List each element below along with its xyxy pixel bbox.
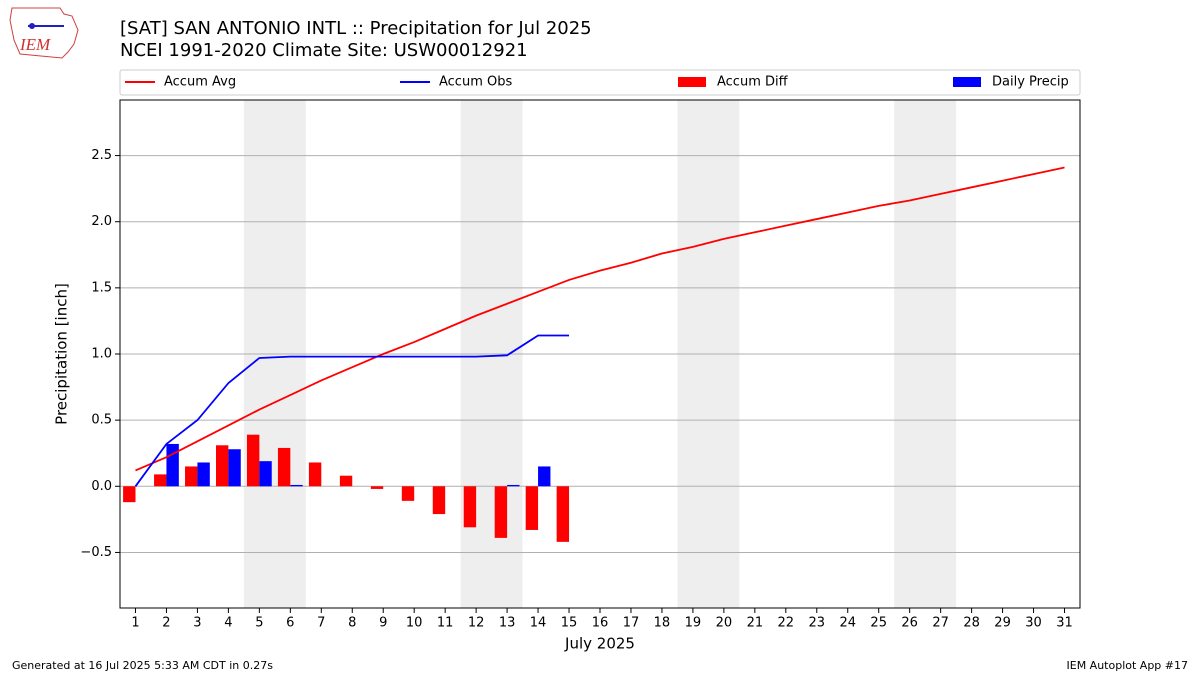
x-tick-label: 31 xyxy=(1056,616,1073,631)
legend-label: Accum Avg xyxy=(164,75,236,90)
logo-text: IEM xyxy=(19,35,51,54)
y-tick-label: 0.5 xyxy=(91,413,112,428)
bar xyxy=(197,462,210,487)
x-tick-label: 25 xyxy=(870,616,887,631)
y-tick-label: 1.5 xyxy=(91,280,112,295)
legend-swatch xyxy=(953,77,981,87)
y-tick-label: −0.5 xyxy=(80,545,112,560)
bar xyxy=(277,447,291,487)
bar xyxy=(123,486,136,503)
bar xyxy=(290,484,303,487)
x-tick-label: 29 xyxy=(994,616,1011,631)
x-tick-label: 19 xyxy=(685,616,702,631)
x-tick-label: 14 xyxy=(530,616,547,631)
bar xyxy=(339,475,353,487)
logo: IEM xyxy=(9,7,79,59)
x-tick-label: 6 xyxy=(286,616,294,631)
y-tick-label: 0.0 xyxy=(91,479,112,494)
x-tick-label: 2 xyxy=(162,616,170,631)
logo-dot xyxy=(29,23,35,29)
bar xyxy=(216,445,229,487)
x-tick-label: 30 xyxy=(1025,616,1042,631)
x-tick-label: 3 xyxy=(193,616,201,631)
x-tick-label: 16 xyxy=(592,616,609,631)
legend xyxy=(119,69,1081,96)
plot-frame xyxy=(119,99,1081,609)
x-tick-label: 13 xyxy=(499,616,516,631)
bar xyxy=(259,461,272,487)
x-tick-label: 21 xyxy=(747,616,764,631)
legend-label: Accum Obs xyxy=(439,75,512,90)
bar xyxy=(463,486,477,528)
x-tick-label: 24 xyxy=(839,616,856,631)
x-tick-label: 17 xyxy=(623,616,640,631)
bar xyxy=(166,443,179,487)
line xyxy=(134,334,570,487)
bar xyxy=(538,466,551,487)
bar xyxy=(185,466,198,487)
bar xyxy=(228,449,241,487)
x-tick-label: 11 xyxy=(437,616,454,631)
y-tick-label: 2.5 xyxy=(91,148,112,163)
x-tick-label: 4 xyxy=(224,616,232,631)
x-tick-label: 9 xyxy=(379,616,387,631)
bar xyxy=(494,486,508,538)
bar xyxy=(507,484,520,487)
plot-area: −0.50.00.51.01.52.02.51 2 3 4 5 6 7 8 9 10 11 12 13 1… xyxy=(80,99,1081,631)
chart-subtitle: NCEI 1991-2020 Climate Site: USW00012921 xyxy=(120,40,528,61)
x-tick-label: 28 xyxy=(963,616,980,631)
x-tick-label: 20 xyxy=(716,616,733,631)
bar xyxy=(154,474,167,487)
x-tick-label: 15 xyxy=(561,616,578,631)
x-tick-label: 7 xyxy=(317,616,325,631)
chart-title: [SAT] SAN ANTONIO INTL :: Precipitation … xyxy=(120,18,592,39)
x-tick-label: 12 xyxy=(468,616,485,631)
x-tick-label: 27 xyxy=(932,616,949,631)
x-tick-label: 10 xyxy=(406,616,423,631)
legend-label: Daily Precip xyxy=(992,75,1069,90)
bar xyxy=(525,486,539,530)
bar xyxy=(432,486,446,515)
x-tick-label: 5 xyxy=(255,616,263,631)
bar xyxy=(370,486,384,489)
x-tick-label: 26 xyxy=(901,616,918,631)
footer-right: IEM Autoplot App #17 xyxy=(1067,659,1189,672)
y-tick-label: 1.0 xyxy=(91,347,112,362)
legend-swatch xyxy=(678,77,706,87)
footer-left: Generated at 16 Jul 2025 5:33 AM CDT in … xyxy=(12,659,273,672)
bar xyxy=(556,486,570,542)
legend-label: Accum Diff xyxy=(717,75,789,90)
y-tick-label: 2.0 xyxy=(91,214,112,229)
bar xyxy=(401,486,415,501)
x-tick-label: 8 xyxy=(348,616,356,631)
x-tick-label: 23 xyxy=(809,616,826,631)
x-axis-label: July 2025 xyxy=(564,635,635,653)
bar xyxy=(246,434,260,487)
x-tick-label: 18 xyxy=(654,616,671,631)
y-axis-label: Precipitation [inch] xyxy=(53,283,71,425)
logo-shape xyxy=(9,7,79,59)
bar xyxy=(308,462,322,487)
x-tick-label: 22 xyxy=(778,616,795,631)
line xyxy=(135,166,1065,472)
x-tick-label: 1 xyxy=(131,616,139,631)
